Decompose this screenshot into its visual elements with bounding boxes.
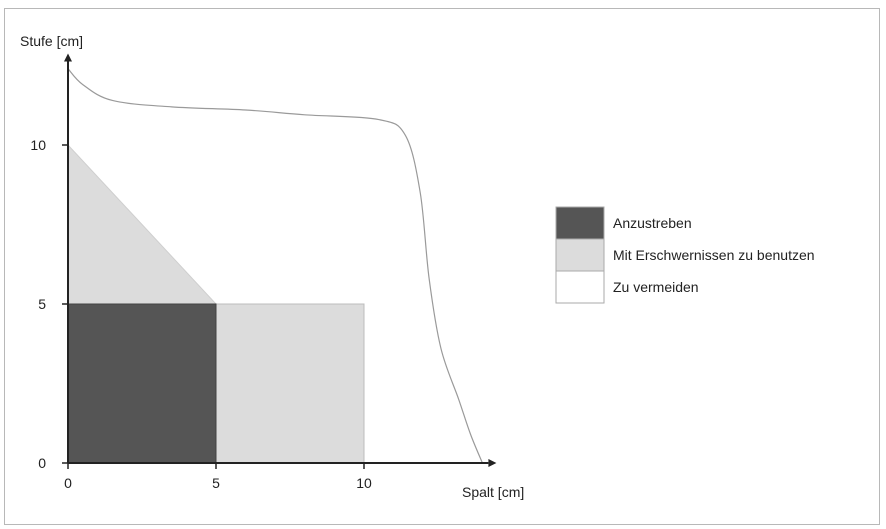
legend-label-2: Zu vermeiden: [613, 279, 699, 295]
x-tick-label-10: 10: [356, 475, 372, 491]
y-tick-label-10: 10: [30, 137, 46, 153]
legend-swatch-2: [555, 270, 605, 304]
y-axis-label: Stufe [cm]: [20, 33, 83, 49]
x-tick-label-0: 0: [64, 475, 72, 491]
region-mit-erschwernissen-rect: [215, 303, 365, 464]
axes-layer: [64, 53, 497, 467]
x-axis-label: Spalt [cm]: [462, 484, 524, 500]
y-axis-arrow: [64, 53, 72, 62]
y-tick-label-0: 0: [38, 455, 46, 471]
regions-layer: [67, 68, 483, 464]
x-tick-label-5: 5: [212, 475, 220, 491]
legend-label-1: Mit Erschwernissen zu benutzen: [613, 247, 815, 263]
region-mit-erschwernissen-triangle: [67, 143, 218, 305]
y-tick-label-5: 5: [38, 296, 46, 312]
region-anzustreben: [67, 303, 217, 464]
region-zu-vermeiden-boundary: [67, 68, 483, 464]
legend-label-0: Anzustreben: [613, 215, 692, 231]
ticks-layer: 0 5 10 0 5 10: [30, 137, 372, 491]
x-axis-arrow: [488, 459, 497, 467]
legend-swatch-1: [555, 238, 605, 272]
legend: Anzustreben Mit Erschwernissen zu benutze…: [555, 206, 815, 304]
legend-swatch-0: [555, 206, 605, 240]
